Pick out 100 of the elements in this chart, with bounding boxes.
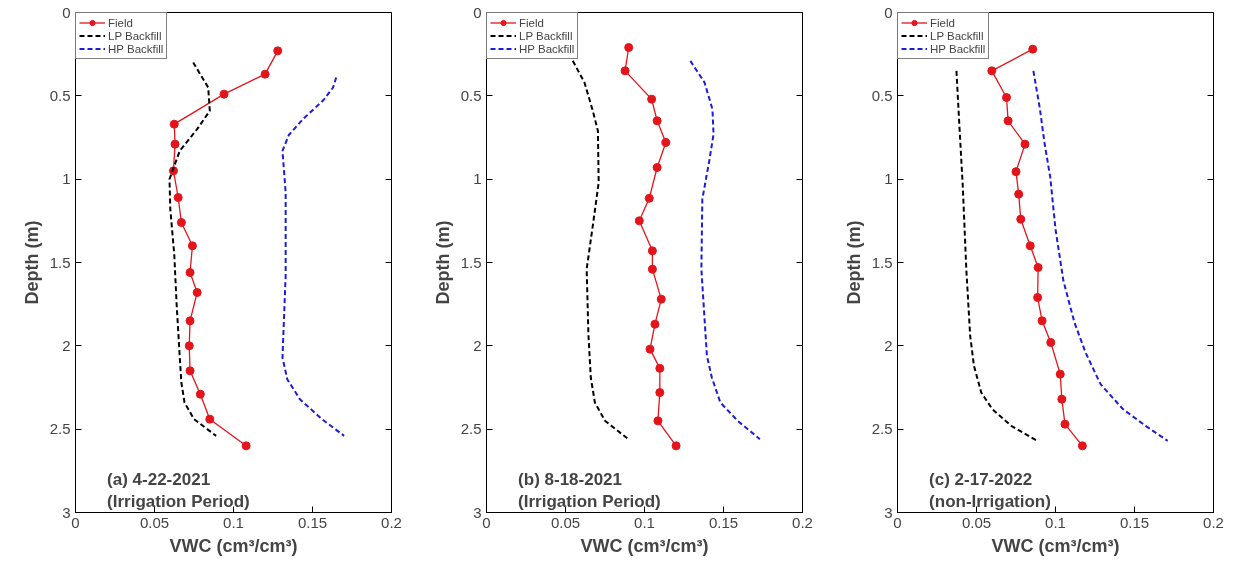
y-axis-title: Depth (m) <box>432 220 453 305</box>
point <box>219 89 229 99</box>
x-tick-label: 0.1 <box>634 513 655 531</box>
annotation: (a) 4-22-2021 (Irrigation Period) <box>107 469 250 511</box>
legend-label: HP Backfill <box>519 42 575 55</box>
x-axis-title: VWC (cm³/cm³) <box>991 535 1120 556</box>
y-tick-label: 0.5 <box>871 86 893 104</box>
point <box>185 366 195 376</box>
legend-label: LP Backfill <box>519 29 573 42</box>
point <box>1003 116 1013 126</box>
point <box>656 294 666 304</box>
x-tick-label: 0.2 <box>1203 513 1224 531</box>
point <box>205 414 215 424</box>
x-axis-title: VWC (cm³/cm³) <box>580 535 709 556</box>
y-tick-label: 2.5 <box>460 420 482 438</box>
point <box>195 389 205 399</box>
y-tick-label: 3 <box>62 503 71 521</box>
point <box>1060 419 1070 429</box>
point <box>1014 189 1024 199</box>
legend-label: HP Backfill <box>930 42 986 55</box>
y-tick-label: 0.5 <box>460 86 482 104</box>
annotation: (c) 2-17-2022 (non-Irrigation) <box>929 469 1051 511</box>
point <box>241 441 251 451</box>
legend-label: Field <box>108 16 133 29</box>
point <box>1037 316 1047 326</box>
point <box>671 441 681 451</box>
x-tick-label: 0.15 <box>708 513 739 531</box>
y-tick-label: 2 <box>884 336 893 354</box>
point <box>185 316 195 326</box>
point <box>176 218 186 227</box>
point <box>173 193 183 202</box>
y-tick-label: 3 <box>473 503 482 521</box>
legend-label: Field <box>519 16 544 29</box>
y-axis-title: Depth (m) <box>843 220 864 305</box>
point <box>1033 263 1043 272</box>
point <box>1046 338 1056 347</box>
point <box>273 46 283 56</box>
point <box>169 119 179 129</box>
x-tick-label: 0.1 <box>1045 513 1066 531</box>
line-series <box>168 61 218 437</box>
line-series <box>955 69 1039 442</box>
point <box>260 69 270 79</box>
point <box>624 43 634 52</box>
y-tick-label: 1.5 <box>49 253 71 271</box>
y-tick-label: 2 <box>62 336 71 354</box>
y-tick-label: 2.5 <box>49 420 71 438</box>
point <box>647 264 657 274</box>
y-tick-label: 0.5 <box>49 86 71 104</box>
point <box>187 241 197 251</box>
point <box>645 344 655 354</box>
point <box>1011 167 1021 177</box>
point <box>652 163 662 172</box>
legend-label: LP Backfill <box>108 29 162 42</box>
point <box>192 288 202 297</box>
point <box>1028 44 1038 54</box>
x-tick-label: 0.15 <box>1119 513 1150 531</box>
x-tick-label: 0.05 <box>961 513 992 531</box>
point <box>655 363 665 373</box>
y-tick-label: 3 <box>884 503 893 521</box>
x-axis-title: VWC (cm³/cm³) <box>169 535 298 556</box>
y-tick-label: 0 <box>473 3 482 21</box>
point <box>647 246 657 256</box>
y-tick-label: 0 <box>62 3 71 21</box>
point <box>653 416 663 426</box>
point <box>1020 139 1030 149</box>
point <box>1077 441 1087 451</box>
legend-label: LP Backfill <box>930 29 984 42</box>
x-tick-label: 0.05 <box>139 513 170 531</box>
point <box>1055 369 1065 379</box>
annotation: (b) 8-18-2021 (Irrigation Period) <box>518 469 661 511</box>
point <box>644 193 654 203</box>
y-tick-label: 1 <box>473 170 482 188</box>
point <box>647 94 657 104</box>
y-tick-label: 2 <box>473 336 482 354</box>
point <box>634 216 644 226</box>
line-series <box>1032 69 1169 442</box>
line-series <box>689 59 761 441</box>
y-tick-label: 2.5 <box>871 420 893 438</box>
point <box>1033 293 1043 302</box>
x-tick-label: 0.15 <box>297 513 328 531</box>
y-axis-title: Depth (m) <box>21 220 42 305</box>
point <box>620 66 630 76</box>
point <box>1002 93 1012 102</box>
point <box>185 268 195 277</box>
point <box>652 116 662 126</box>
point <box>170 139 180 149</box>
point <box>661 138 671 147</box>
point <box>1016 214 1026 224</box>
point <box>1057 394 1067 404</box>
y-tick-label: 1.5 <box>460 253 482 271</box>
y-tick-label: 1.5 <box>871 253 893 271</box>
line-series <box>281 76 346 437</box>
legend-label: HP Backfill <box>108 42 164 55</box>
point <box>650 319 660 329</box>
point <box>184 341 194 351</box>
x-tick-label: 0.1 <box>223 513 244 531</box>
legend-label: Field <box>930 16 955 29</box>
y-tick-label: 1 <box>884 170 893 188</box>
y-tick-label: 0 <box>884 3 893 21</box>
x-tick-label: 0.05 <box>550 513 581 531</box>
